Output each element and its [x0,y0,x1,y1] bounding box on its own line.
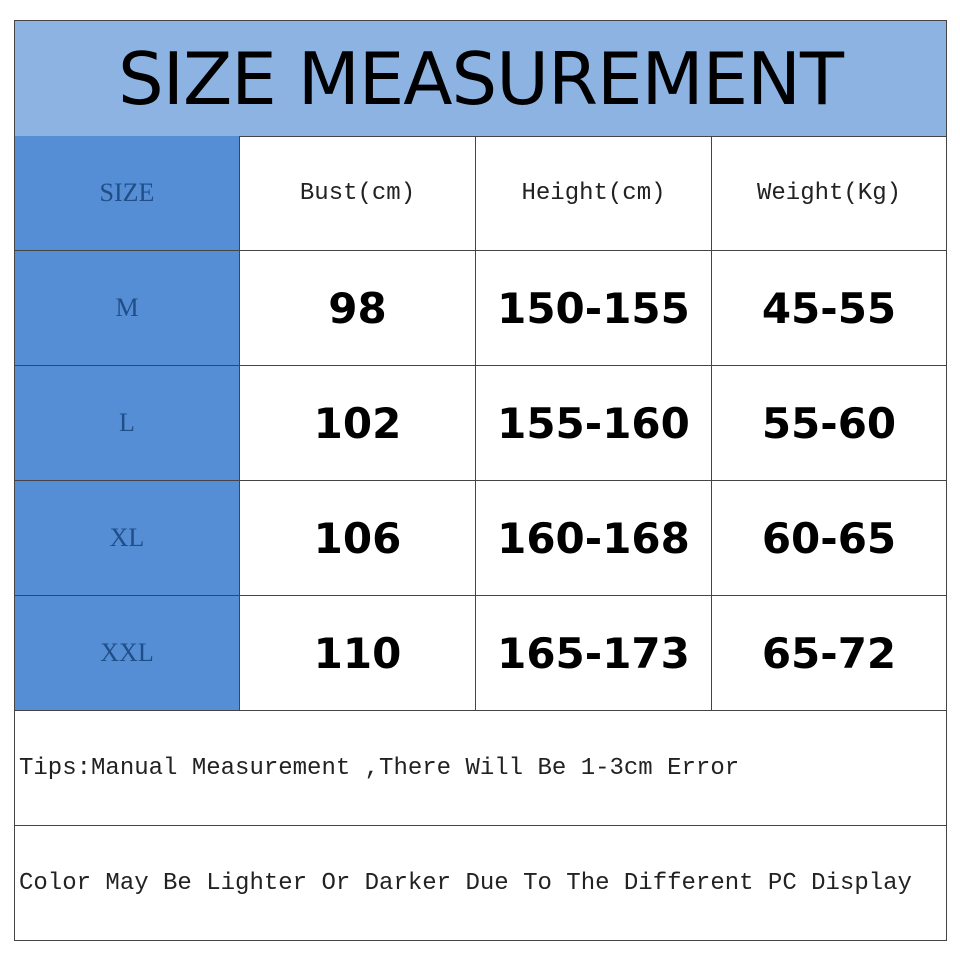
table-row: XL 106 160-168 60-65 [15,481,946,596]
height-cell: 150-155 [476,251,712,365]
bust-cell: 102 [240,366,476,480]
height-cell: 160-168 [476,481,712,595]
weight-cell: 65-72 [761,628,897,678]
header-height: Height(cm) [476,136,712,250]
table-row: L 102 155-160 55-60 [15,366,946,481]
color-note: Color May Be Lighter Or Darker Due To Th… [19,870,912,897]
bust-cell: 110 [240,596,476,710]
height-cell: 155-160 [476,366,712,480]
header-weight: Weight(Kg) [756,179,902,207]
height-cell: 165-173 [476,596,712,710]
table-row: M 98 150-155 45-55 [15,251,946,366]
tips-note: Tips:Manual Measurement ,There Will Be 1… [15,711,946,826]
weight-cell: 45-55 [761,283,897,333]
size-cell: L [15,366,240,480]
bust-cell: 98 [240,251,476,365]
size-cell: XXL [15,596,240,710]
header-size: SIZE [15,136,240,250]
page-title: SIZE MEASUREMENT [15,21,946,137]
bust-cell: 106 [240,481,476,595]
header-row: SIZE Bust(cm) Height(cm) Weight(Kg) [15,136,946,251]
header-bust: Bust(cm) [240,136,476,250]
weight-cell: 55-60 [761,398,897,448]
weight-cell: 60-65 [761,513,897,563]
table-row: XXL 110 165-173 65-72 [15,596,946,711]
size-cell: XL [15,481,240,595]
size-chart-table: SIZE MEASUREMENT SIZE Bust(cm) Height(cm… [14,20,947,941]
size-cell: M [15,251,240,365]
